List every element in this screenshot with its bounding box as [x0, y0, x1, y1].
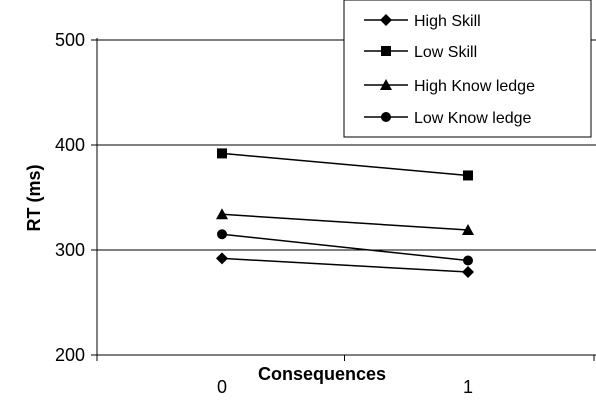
axes: 200 300 400 500 0 1: [55, 30, 596, 397]
legend-label-1: Low Skill: [414, 44, 477, 61]
data-point-0-1: [462, 266, 474, 279]
legend-marker-3: [381, 112, 391, 122]
x-axis-title: Consequences: [258, 364, 386, 384]
data-point-3-1: [463, 255, 473, 266]
legend: High Skill Low Skill High Know ledge Low Kn…: [343, 0, 592, 138]
legend-label-2: High Know ledge: [414, 78, 535, 95]
x-tick-label-0: 0: [217, 377, 227, 397]
legend-label-3: Low Know ledge: [414, 110, 532, 127]
series-line-3: [221, 233, 469, 262]
legend-marker-2: [380, 79, 392, 90]
y-tick-label-200: 200: [55, 345, 85, 365]
x-tick-label-1: 1: [463, 377, 473, 397]
data-point-1-0: [217, 148, 227, 159]
legend-label-0: High Skill: [414, 13, 481, 30]
series-line-2: [221, 213, 469, 231]
data-point-1-1: [463, 170, 473, 181]
series-line-0: [221, 257, 469, 273]
series: [216, 148, 474, 279]
y-tick-label-500: 500: [55, 30, 85, 50]
data-point-2-0: [216, 208, 228, 220]
series-line-1: [221, 152, 469, 177]
y-tick-label-300: 300: [55, 240, 85, 260]
y-axis-title: RT (ms): [24, 164, 44, 231]
legend-marker-0: [380, 14, 392, 26]
data-point-3-0: [217, 229, 227, 240]
data-point-0-0: [216, 252, 228, 265]
y-tick-label-400: 400: [55, 135, 85, 155]
data-point-2-1: [462, 224, 474, 236]
legend-marker-1: [381, 46, 391, 56]
